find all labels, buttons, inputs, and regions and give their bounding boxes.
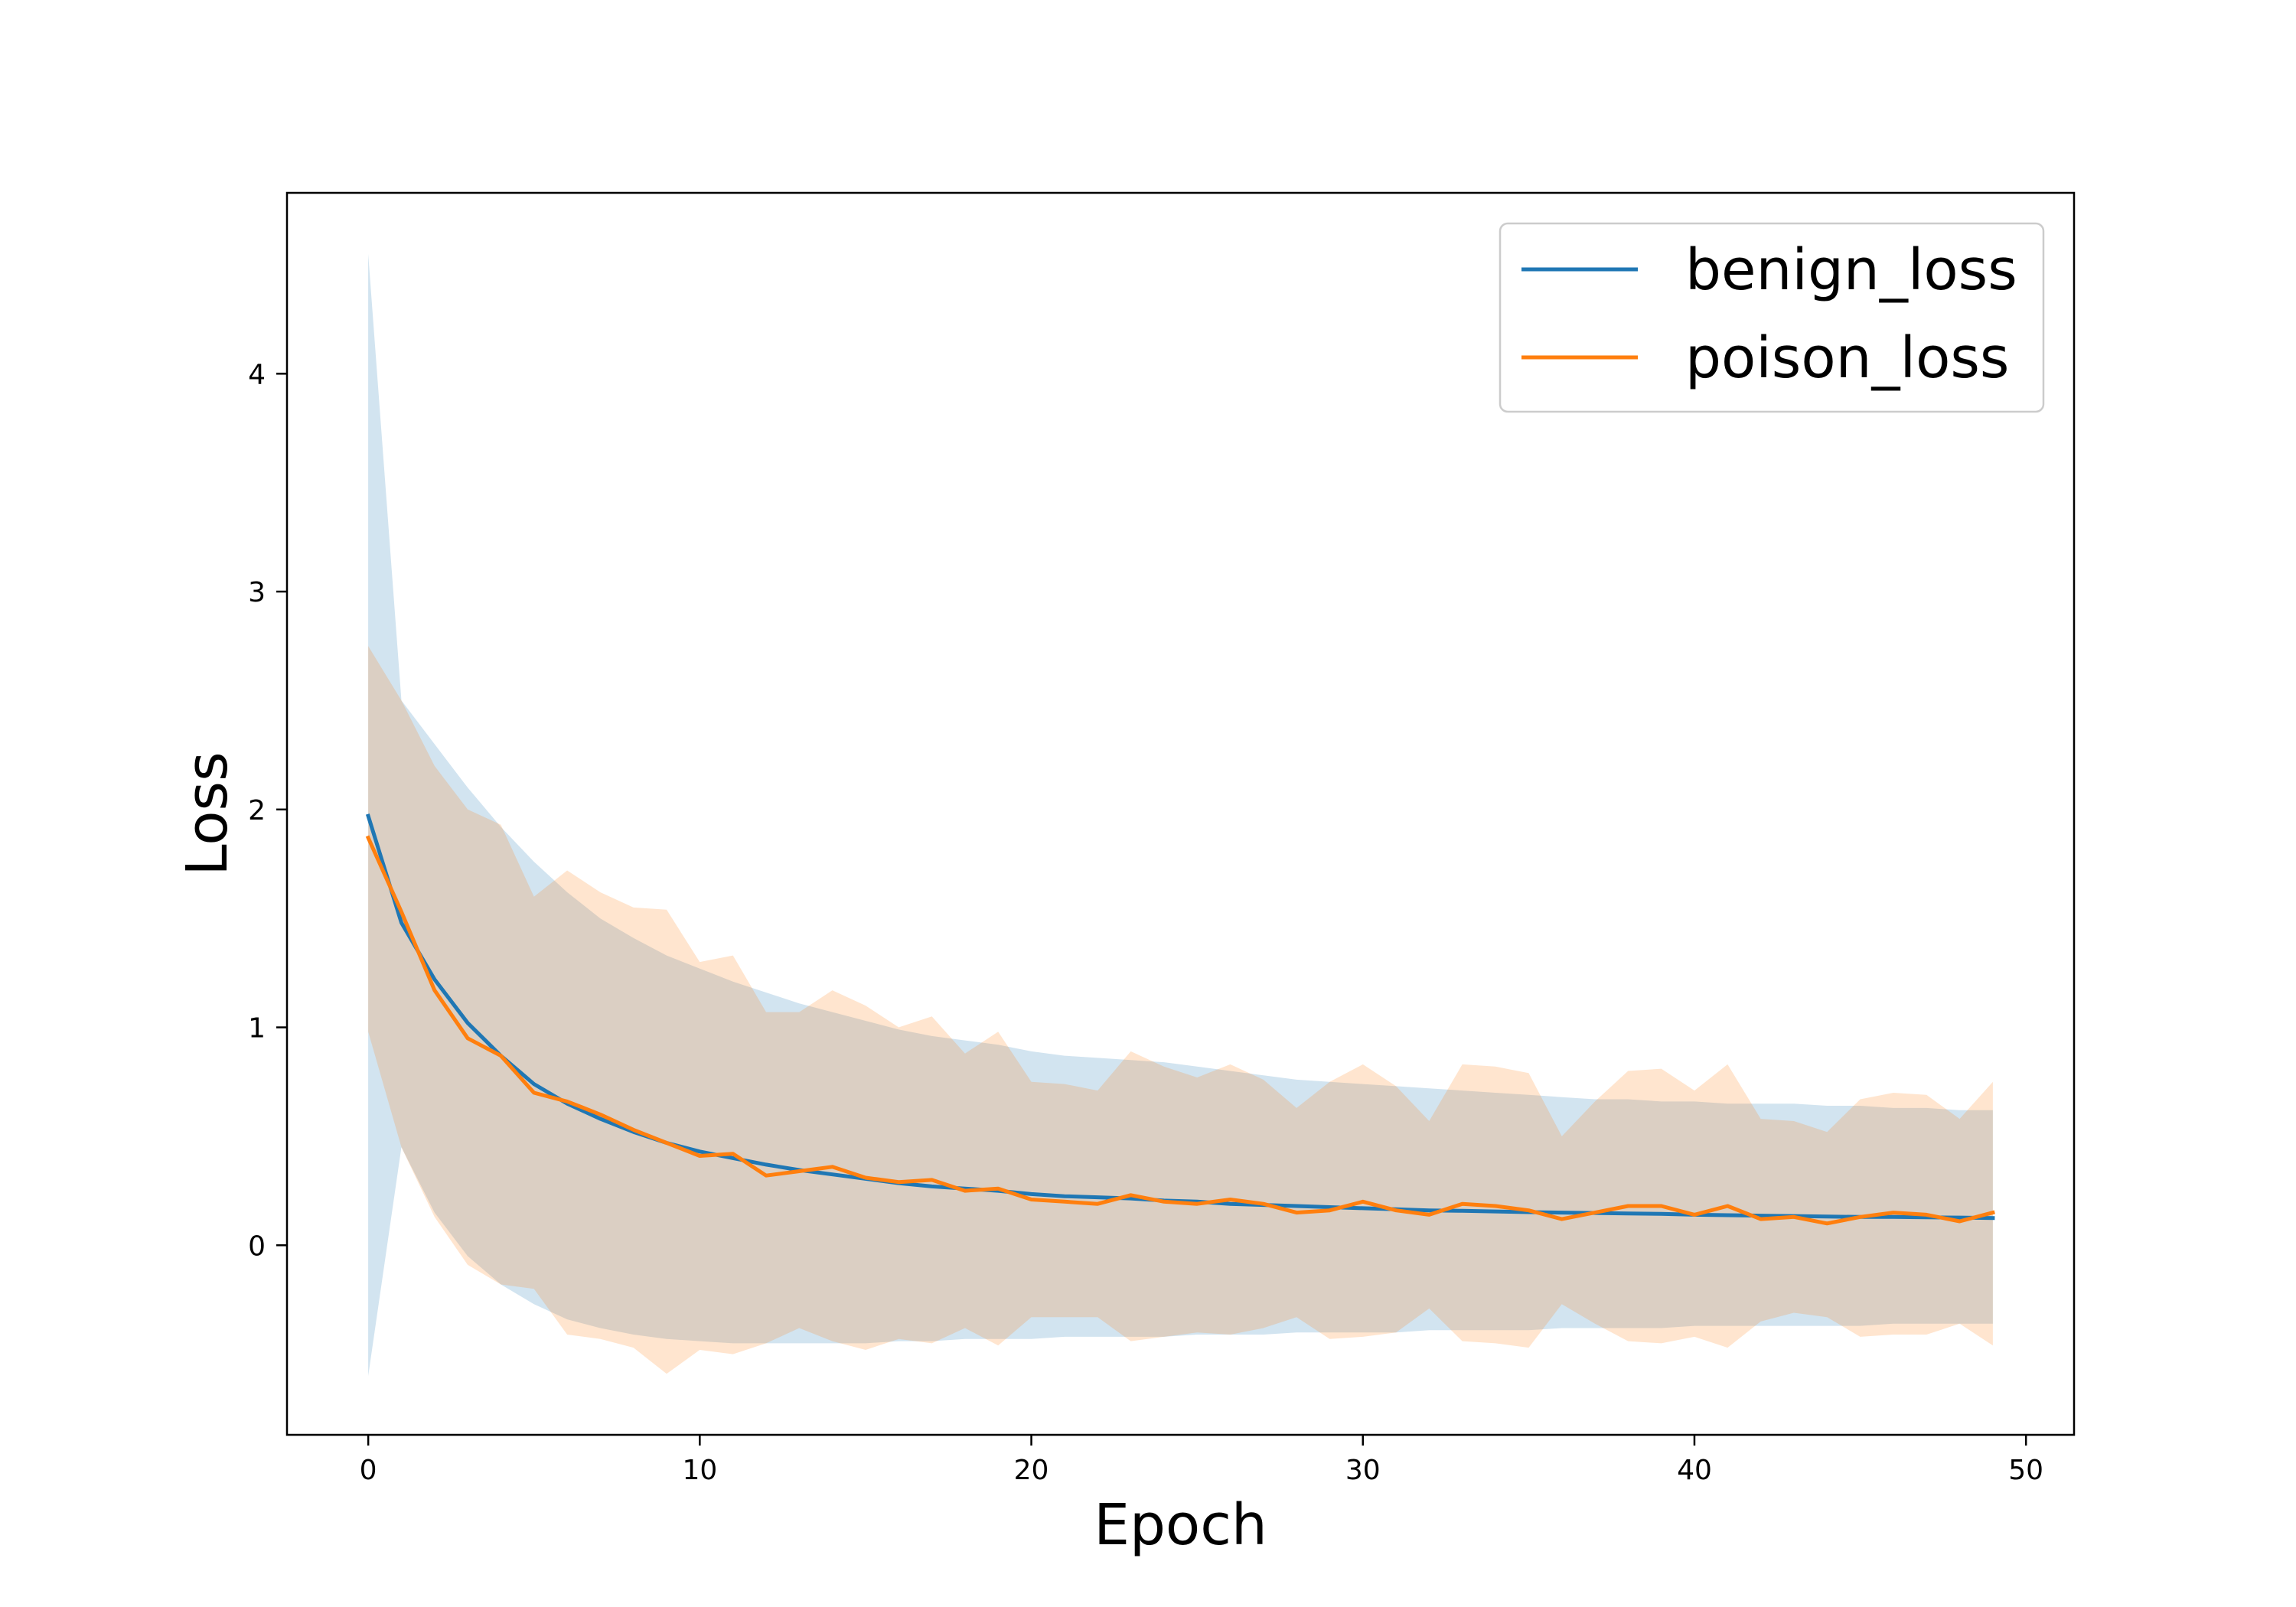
- x-tick-label: 0: [360, 1455, 377, 1486]
- x-tick-label: 10: [682, 1455, 717, 1486]
- x-tick-label: 20: [1014, 1455, 1049, 1486]
- x-axis-label: Epoch: [1094, 1492, 1267, 1558]
- plot-frame: [285, 191, 2076, 1436]
- x-tick-label: 40: [1677, 1455, 1712, 1486]
- y-tick-label: 2: [248, 795, 266, 826]
- y-tick-label: 1: [248, 1013, 266, 1045]
- band-poison_loss: [368, 646, 1993, 1374]
- x-tick-label: 30: [1345, 1455, 1381, 1486]
- y-axis-label: Loss: [174, 751, 240, 875]
- x-tick-label: 50: [2008, 1455, 2043, 1486]
- confidence-bands: [368, 253, 1993, 1377]
- y-tick-label: 4: [248, 359, 266, 390]
- y-tick-label: 3: [248, 577, 266, 608]
- legend-label-poison_loss: poison_loss: [1685, 325, 2009, 391]
- legend-label-benign_loss: benign_loss: [1685, 237, 2017, 303]
- y-axis-ticks: 0 1 2 3 4: [248, 359, 287, 1262]
- series-lines: [365, 813, 1995, 1226]
- band-benign_loss: [368, 253, 1993, 1377]
- x-axis-ticks: 0 10 20 30 40 50: [360, 1435, 2043, 1486]
- y-tick-label: 0: [248, 1231, 266, 1262]
- legend: benign_loss poison_loss: [1499, 222, 2045, 413]
- line-poison_loss: [365, 835, 1995, 1226]
